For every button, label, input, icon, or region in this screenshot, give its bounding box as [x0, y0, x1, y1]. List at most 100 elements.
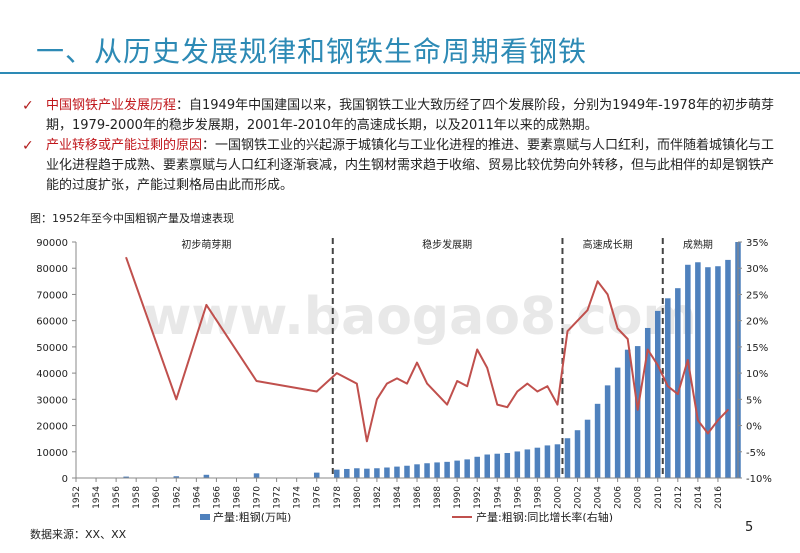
bar-2008: [634, 346, 641, 478]
bar-1997: [524, 449, 531, 478]
growth-point-1982: [376, 398, 378, 401]
x-tick-label: 1988: [433, 486, 443, 509]
bar-2003: [584, 419, 591, 478]
x-tick-label: 1960: [152, 486, 162, 509]
x-tick-label: 1962: [172, 486, 182, 509]
x-tick-label: 1996: [513, 486, 523, 509]
x-tick-label: 1992: [473, 486, 483, 509]
x-tick-label: 1954: [92, 486, 102, 509]
growth-point-1994: [496, 403, 499, 406]
growth-point-2011: [666, 385, 669, 388]
x-tick-label: 1986: [413, 486, 423, 509]
bar-1990: [454, 460, 460, 478]
growth-point-2002: [576, 319, 579, 322]
title-divider: [0, 72, 800, 74]
left-tick-label: 40000: [36, 369, 68, 380]
bar-1992: [474, 456, 480, 478]
growth-point-2006: [616, 327, 619, 330]
bar-2010: [654, 310, 661, 478]
x-tick-label: 2008: [634, 486, 644, 509]
bar-1995: [504, 452, 511, 478]
right-tick-label: 30%: [746, 264, 768, 275]
growth-point-1976: [315, 390, 318, 393]
growth-point-2001: [566, 330, 569, 332]
growth-point-1970: [255, 380, 258, 382]
x-tick-label: 2010: [654, 486, 664, 509]
bar-2007: [624, 349, 631, 478]
bar-2016: [715, 266, 721, 478]
left-tick-label: 60000: [36, 317, 68, 328]
x-tick-label: 1964: [192, 486, 202, 509]
x-tick-label: 1984: [393, 486, 403, 509]
growth-point-2004: [596, 280, 599, 283]
x-tick-label: 1974: [293, 486, 303, 509]
growth-point-1987: [426, 382, 428, 385]
growth-point-2010: [656, 364, 659, 367]
right-tick-label: 20%: [746, 317, 768, 328]
bullet-history-highlight: 中国钢铁产业发展历程: [46, 98, 177, 113]
growth-point-2013: [687, 359, 689, 361]
growth-point-2009: [646, 348, 649, 351]
growth-point-1989: [446, 403, 448, 406]
left-tick-label: 50000: [36, 343, 68, 354]
bar-1979: [344, 468, 350, 478]
bar-2001: [564, 438, 571, 478]
x-tick-label: 2006: [614, 486, 624, 509]
growth-point-2014: [697, 419, 699, 422]
page-number: 5: [745, 520, 754, 535]
growth-point-1978: [335, 372, 338, 374]
x-tick-label: 1978: [333, 486, 343, 509]
bar-1978: [334, 469, 340, 478]
growth-point-2008: [636, 409, 639, 411]
growth-point-2003: [586, 309, 589, 311]
phase-label: 成熟期: [683, 238, 713, 251]
bar-2005: [604, 385, 611, 478]
bullet-overcapacity-text: ：一国钢铁工业的兴起源于城镇化与工业化进程的推进、要素禀赋与人口红利，而伴随着城…: [46, 138, 775, 193]
bar-1996: [514, 451, 521, 478]
bullet-history-text: ：自1949年中国建国以来，我国钢铁工业大致历经了四个发展阶段，分别为1949年…: [46, 98, 774, 133]
growth-point-2017: [727, 409, 729, 411]
right-tick-label: 15%: [746, 343, 768, 354]
x-tick-label: 1966: [212, 486, 222, 509]
growth-point-1981: [366, 440, 368, 443]
bar-1989: [444, 461, 450, 478]
steel-output-chart: www.baogao8.com 初步萌芽期 稳步发展期 高速成长期 成熟期 0 1000…: [36, 238, 772, 522]
watermark: www.baogao8.com: [143, 287, 696, 347]
data-source: 数据来源：XX、XX: [30, 528, 127, 541]
bar-1994: [494, 453, 501, 478]
growth-point-1979: [346, 377, 348, 380]
legend-bar-swatch: [200, 514, 210, 520]
bar-2002: [574, 430, 581, 478]
growth-point-1965: [205, 304, 208, 306]
growth-point-1996: [516, 390, 519, 393]
growth-point-1991: [466, 385, 468, 388]
bullet-overcapacity-highlight: 产业转移或产能过剩的原因: [46, 138, 203, 153]
bullet-list: ✓ 中国钢铁产业发展历程：自1949年中国建国以来，我国钢铁工业大致历经了四个发…: [22, 96, 784, 196]
bar-1985: [404, 465, 410, 478]
bullet-overcapacity: ✓ 产业转移或产能过剩的原因：一国钢铁工业的兴起源于城镇化与工业化进程的推进、要…: [22, 136, 784, 196]
slide-title: 一、从历史发展规律和钢铁生命周期看钢铁: [36, 35, 588, 68]
growth-point-1980: [356, 382, 358, 385]
bar-1983: [384, 467, 390, 478]
growth-point-1990: [456, 380, 458, 382]
x-tick-label: 1952: [72, 486, 82, 509]
growth-point-2007: [626, 338, 629, 340]
right-tick-label: -10%: [746, 474, 772, 485]
bar-2017: [725, 259, 731, 478]
growth-point-2005: [606, 293, 609, 296]
x-tick-label: 1994: [493, 486, 503, 509]
bar-1957: [123, 476, 129, 478]
x-tick-label: 2000: [553, 486, 563, 509]
bar-1982: [374, 468, 380, 478]
phase-label: 初步萌芽期: [181, 238, 231, 251]
bar-2013: [685, 264, 691, 478]
left-tick-label: 70000: [36, 290, 68, 301]
left-tick-label: 90000: [36, 238, 68, 249]
bar-2006: [614, 367, 621, 478]
right-tick-label: -5%: [746, 448, 765, 459]
growth-point-1993: [486, 367, 489, 369]
x-tick-label: 1990: [453, 486, 463, 509]
bar-1970: [253, 473, 260, 478]
bar-1987: [424, 463, 430, 478]
x-tick-label: 1976: [313, 486, 323, 509]
